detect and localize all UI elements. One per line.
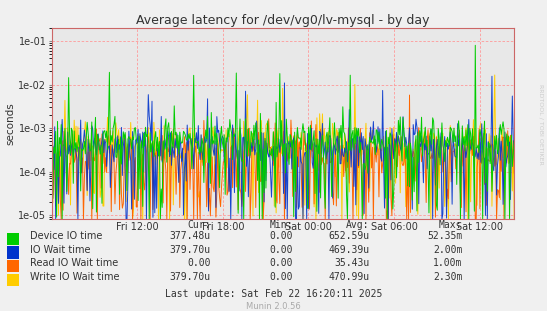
Text: 377.48u: 377.48u: [170, 231, 211, 241]
Text: Min:: Min:: [269, 220, 293, 230]
Text: 35.43u: 35.43u: [334, 258, 369, 268]
Text: 470.99u: 470.99u: [328, 272, 369, 282]
Text: 0.00: 0.00: [269, 272, 293, 282]
Text: 0.00: 0.00: [187, 258, 211, 268]
Text: 2.00m: 2.00m: [433, 244, 462, 254]
Text: 52.35m: 52.35m: [427, 231, 462, 241]
Text: 0.00: 0.00: [269, 258, 293, 268]
Text: Read IO Wait time: Read IO Wait time: [30, 258, 118, 268]
Text: Last update: Sat Feb 22 16:20:11 2025: Last update: Sat Feb 22 16:20:11 2025: [165, 289, 382, 299]
Text: IO Wait time: IO Wait time: [30, 244, 91, 254]
Text: 379.70u: 379.70u: [170, 244, 211, 254]
Text: RRDTOOL / TOBI OETIKER: RRDTOOL / TOBI OETIKER: [538, 84, 543, 165]
Text: Cur:: Cur:: [187, 220, 211, 230]
Text: 2.30m: 2.30m: [433, 272, 462, 282]
Text: Munin 2.0.56: Munin 2.0.56: [246, 301, 301, 310]
Text: 0.00: 0.00: [269, 244, 293, 254]
Text: 0.00: 0.00: [269, 231, 293, 241]
Text: Write IO Wait time: Write IO Wait time: [30, 272, 120, 282]
Text: 379.70u: 379.70u: [170, 272, 211, 282]
Y-axis label: seconds: seconds: [5, 102, 16, 145]
Text: 469.39u: 469.39u: [328, 244, 369, 254]
Text: 1.00m: 1.00m: [433, 258, 462, 268]
Text: 652.59u: 652.59u: [328, 231, 369, 241]
Text: Avg:: Avg:: [346, 220, 369, 230]
Title: Average latency for /dev/vg0/lv-mysql - by day: Average latency for /dev/vg0/lv-mysql - …: [136, 14, 430, 27]
Text: Max:: Max:: [439, 220, 462, 230]
Text: Device IO time: Device IO time: [30, 231, 102, 241]
